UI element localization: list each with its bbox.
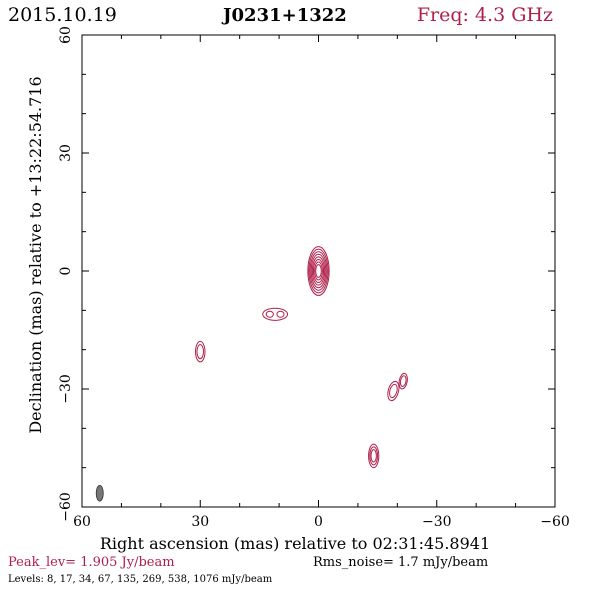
contour-line: [314, 261, 323, 281]
beam-shape: [95, 484, 104, 502]
peak-level: Peak_lev= 1.905 Jy/beam: [8, 555, 175, 570]
contour-levels: Levels: 8, 17, 34, 67, 135, 269, 538, 10…: [8, 574, 273, 585]
y-tick-labels: −60 −30 0 30 60: [58, 26, 74, 522]
x-tick-labels: 60 30 0 −30 −60: [73, 514, 570, 530]
frequency-label: Freq: 4.3 GHz: [417, 4, 553, 26]
contour-line: [309, 251, 328, 291]
x-tick-label: 0: [314, 514, 323, 530]
plot-frame: [81, 34, 556, 508]
contour-line: [387, 380, 400, 402]
y-tick-label: 30: [58, 144, 74, 162]
x-tick-label: 60: [73, 514, 91, 530]
source-name: J0231+1322: [221, 5, 347, 26]
x-tick-label: 30: [191, 514, 209, 530]
contour-line: [308, 248, 329, 294]
y-tick-label: 60: [58, 26, 74, 44]
x-tick-label: −60: [540, 514, 570, 530]
contour-line: [265, 310, 274, 318]
contour-line: [399, 375, 407, 387]
contour-line: [312, 258, 325, 284]
axis-ticks: [81, 34, 556, 508]
contour-map: [195, 246, 408, 469]
contour-line: [368, 443, 380, 469]
rms-noise: Rms_noise= 1.7 mJy/beam: [313, 555, 488, 570]
y-tick-label: 0: [58, 267, 74, 276]
y-tick-label: −60: [58, 492, 74, 522]
contour-line: [389, 383, 398, 399]
contour-line: [276, 310, 285, 318]
y-axis-label: Declination (mas) relative to +13:22:54.…: [26, 76, 45, 433]
contour-line: [315, 264, 322, 278]
observation-date: 2015.10.19: [8, 4, 117, 26]
contour-line: [370, 449, 377, 463]
y-tick-label: −30: [58, 374, 74, 404]
x-tick-label: −30: [422, 514, 452, 530]
contour-line: [262, 307, 289, 321]
contour-line: [196, 344, 204, 360]
x-axis-label: Right ascension (mas) relative to 02:31:…: [100, 534, 490, 553]
contour-line: [307, 246, 330, 296]
contour-line: [310, 253, 327, 289]
contour-line: [195, 340, 206, 363]
contour-line: [311, 256, 326, 286]
contour-line: [369, 446, 379, 466]
contour-line: [398, 372, 408, 390]
beam-ellipse: [95, 484, 104, 502]
